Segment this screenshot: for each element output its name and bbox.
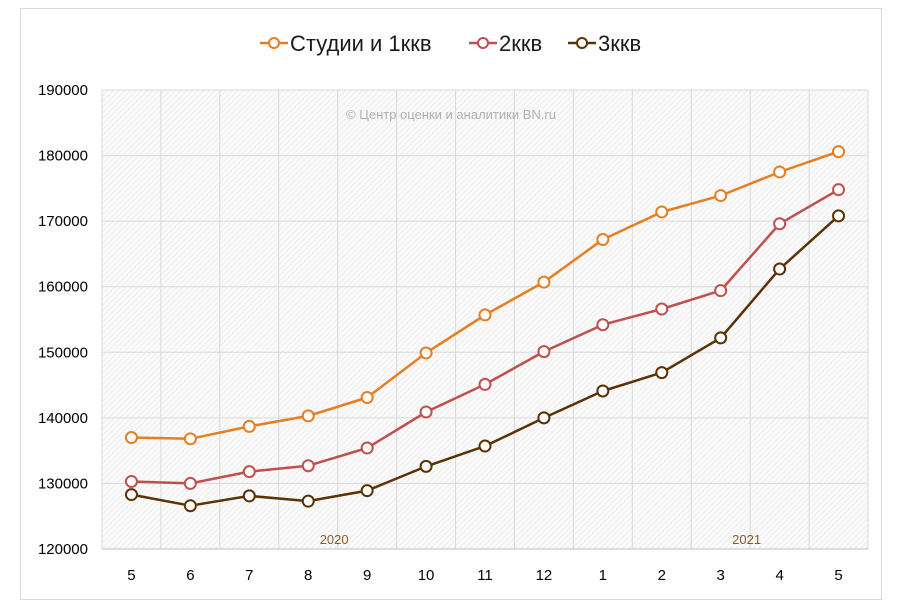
x-tick-label: 1: [599, 567, 607, 584]
y-tick-label: 160000: [38, 279, 88, 296]
x-tick-label: 3: [717, 567, 725, 584]
data-point-series-1: [773, 217, 787, 231]
legend-point-marker: [576, 37, 588, 49]
data-point-series-2: [242, 489, 256, 503]
data-point-series-0: [360, 391, 374, 405]
data-point-series-0: [832, 145, 846, 159]
data-point-series-0: [537, 275, 551, 289]
data-point-series-1: [832, 183, 846, 197]
data-point-series-1: [419, 405, 433, 419]
x-tick-label: 9: [363, 567, 371, 584]
y-tick-label: 130000: [38, 475, 88, 492]
data-point-series-0: [655, 205, 669, 219]
data-point-series-0: [124, 431, 138, 445]
data-point-series-1: [655, 302, 669, 316]
data-point-series-1: [301, 459, 315, 473]
legend-item-2: 3ккв: [568, 31, 641, 56]
year-label: 2020: [320, 532, 349, 547]
legend-label: 2ккв: [499, 31, 542, 56]
legend-item-1: 2ккв: [469, 31, 542, 56]
legend-point-marker: [477, 37, 489, 49]
y-tick-label: 170000: [38, 213, 88, 230]
data-point-series-1: [124, 474, 138, 488]
gridlines: [101, 89, 869, 550]
legend-label: 3ккв: [598, 31, 641, 56]
data-point-series-2: [537, 411, 551, 425]
x-tick-label: 5: [834, 567, 842, 584]
x-axis-tick-labels: 5 6 7 8 9 10 11 12 1 2 3 4 5: [127, 567, 842, 584]
data-point-series-0: [478, 308, 492, 322]
data-point-series-0: [714, 189, 728, 203]
legend-point-marker: [268, 37, 280, 49]
y-axis-tick-labels: 120000 130000 140000 150000 160000 170000 1800…: [38, 82, 88, 558]
data-point-series-2: [183, 499, 197, 513]
legend-item-0: Студии и 1ккв: [260, 31, 432, 56]
data-point-series-0: [419, 346, 433, 360]
x-tick-label: 8: [304, 567, 312, 584]
data-point-series-2: [478, 439, 492, 453]
x-tick-label: 4: [775, 567, 783, 584]
data-point-series-1: [714, 284, 728, 298]
data-point-series-0: [301, 409, 315, 423]
y-tick-label: 180000: [38, 148, 88, 165]
data-point-series-2: [419, 459, 433, 473]
data-point-series-2: [773, 262, 787, 276]
x-tick-label: 5: [127, 567, 135, 584]
data-point-series-2: [655, 366, 669, 380]
data-point-series-2: [714, 331, 728, 345]
data-point-series-0: [773, 165, 787, 179]
data-point-series-1: [537, 345, 551, 359]
x-tick-label: 6: [186, 567, 194, 584]
data-point-series-1: [183, 476, 197, 490]
y-tick-label: 150000: [38, 344, 88, 361]
data-point-series-1: [478, 377, 492, 391]
data-point-series-1: [242, 465, 256, 479]
year-label: 2021: [732, 532, 761, 547]
y-tick-label: 120000: [38, 541, 88, 558]
x-tick-label: 10: [418, 567, 435, 584]
data-point-series-0: [242, 419, 256, 433]
data-point-series-0: [596, 233, 610, 247]
data-point-series-1: [360, 441, 374, 455]
data-points: [124, 145, 846, 513]
data-point-series-2: [301, 494, 315, 508]
data-point-series-2: [360, 484, 374, 498]
legend: Студии и 1ккв 2ккв 3ккв: [260, 31, 641, 56]
x-tick-label: 7: [245, 567, 253, 584]
x-tick-label: 2: [658, 567, 666, 584]
year-labels: 2020 2021: [320, 532, 761, 547]
data-point-series-1: [596, 318, 610, 332]
data-point-series-2: [832, 209, 846, 223]
x-tick-label: 11: [477, 567, 493, 584]
data-point-series-2: [596, 384, 610, 398]
watermark: © Центр оценки и аналитики BN.ru: [346, 107, 556, 122]
legend-label: Студии и 1ккв: [290, 31, 432, 56]
y-tick-label: 140000: [38, 410, 88, 427]
data-point-series-0: [183, 432, 197, 446]
data-point-series-2: [124, 488, 138, 502]
x-tick-label: 12: [536, 567, 553, 584]
y-tick-label: 190000: [38, 82, 88, 99]
